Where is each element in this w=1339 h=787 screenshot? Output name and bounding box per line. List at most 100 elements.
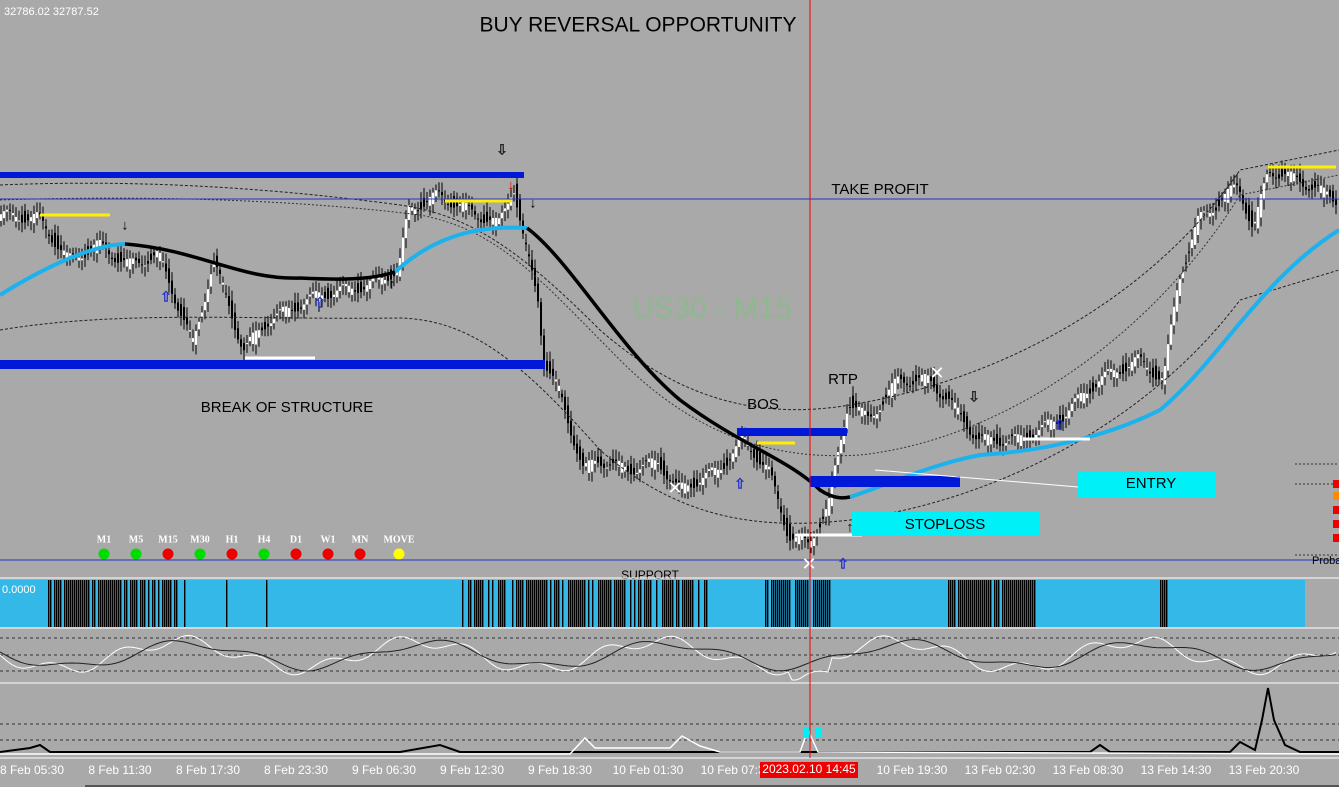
- stripe: [66, 580, 68, 627]
- envelope: [0, 269, 1339, 524]
- candle-body: [732, 453, 734, 462]
- candle-body: [708, 469, 710, 471]
- candle-body: [51, 235, 53, 243]
- stripe: [516, 580, 518, 627]
- candle-body: [225, 293, 227, 295]
- candle-body: [171, 280, 173, 294]
- stripe: [526, 580, 528, 627]
- candle-body: [414, 209, 416, 215]
- candle-body: [999, 437, 1001, 446]
- time-label: 10 Feb 07:30: [701, 763, 772, 777]
- stripe: [962, 580, 964, 627]
- candle-body: [639, 469, 641, 473]
- candle-body: [663, 460, 665, 476]
- candle-body: [678, 480, 680, 484]
- candle-body: [1131, 361, 1133, 371]
- candle-body: [915, 374, 917, 382]
- candle-body: [780, 506, 782, 513]
- vol-levels: [0, 723, 1339, 741]
- proba-label: Proba: [1312, 555, 1339, 567]
- candle-body: [465, 202, 467, 211]
- stripe: [668, 580, 670, 627]
- stripe: [166, 580, 168, 627]
- time-label: 8 Feb 23:30: [264, 763, 328, 777]
- candle-body: [141, 264, 143, 266]
- candle-body: [30, 217, 32, 222]
- candle-body: [300, 307, 302, 309]
- stripe: [174, 580, 176, 627]
- candle-body: [846, 413, 848, 429]
- stripe: [578, 580, 580, 627]
- candle-body: [1029, 430, 1031, 440]
- candle-body: [69, 253, 71, 256]
- candle-body: [729, 459, 731, 461]
- stripe: [646, 580, 648, 627]
- candle-body: [564, 396, 566, 411]
- candle-body: [831, 480, 833, 507]
- candle-body: [945, 392, 947, 400]
- candle-body: [543, 335, 545, 367]
- stripe: [789, 580, 791, 627]
- candle-body: [168, 268, 170, 283]
- candle-body: [474, 211, 476, 215]
- candle-body: [423, 197, 425, 207]
- stripe: [530, 580, 532, 627]
- title: BUY REVERSAL OPPORTUNITY: [479, 14, 796, 37]
- candle-body: [273, 318, 275, 324]
- stripe: [528, 580, 530, 627]
- candle-body: [294, 302, 296, 312]
- candle-body: [921, 374, 923, 382]
- candle-body: [900, 374, 902, 380]
- candle-body: [792, 533, 794, 540]
- candle-body: [516, 183, 518, 208]
- stripe: [1028, 580, 1030, 627]
- candle-body: [336, 290, 338, 298]
- timeframe-label: M1: [97, 534, 111, 545]
- candle-body: [408, 205, 410, 220]
- candle-body: [636, 472, 638, 474]
- candle-body: [693, 477, 695, 488]
- candle-body: [1005, 443, 1007, 446]
- candle-body: [966, 416, 968, 430]
- candle-body: [1239, 186, 1241, 193]
- candle-body: [1053, 421, 1055, 430]
- candle-body: [234, 312, 236, 330]
- candle-body: [426, 201, 428, 203]
- candle-body: [468, 205, 470, 207]
- candle-body: [33, 213, 35, 224]
- candle-body: [438, 190, 440, 192]
- stripe: [634, 580, 636, 627]
- candle-body: [1197, 215, 1199, 235]
- candle-body: [1314, 181, 1316, 188]
- bos-long-label: BREAK OF STRUCTURE: [201, 399, 374, 416]
- candle-body: [1305, 187, 1307, 190]
- stripe: [184, 580, 186, 627]
- candle-body: [759, 451, 761, 465]
- candle-body: [150, 253, 152, 260]
- candle-body: [606, 467, 608, 469]
- candle-body: [1320, 185, 1322, 194]
- candle-body: [498, 218, 500, 225]
- candle-body: [756, 447, 758, 463]
- stripe: [978, 580, 980, 627]
- arrow: ↓: [122, 217, 129, 233]
- candle-body: [255, 330, 257, 345]
- stripe: [462, 580, 464, 627]
- candle-body: [435, 190, 437, 197]
- stripe: [813, 580, 815, 627]
- stripe: [482, 580, 484, 627]
- stripe: [954, 580, 956, 627]
- candle-body: [786, 517, 788, 537]
- candle-body: [327, 287, 329, 300]
- candle-body: [1125, 362, 1127, 372]
- candle-body: [984, 434, 986, 440]
- candle-body: [1194, 227, 1196, 245]
- candle-body: [897, 376, 899, 384]
- candle-body: [369, 280, 371, 290]
- stripe: [662, 580, 664, 627]
- candle-body: [1137, 354, 1139, 359]
- candle-body: [81, 258, 83, 261]
- time-label: 8 Feb 11:30: [88, 763, 151, 777]
- candle-body: [771, 467, 773, 476]
